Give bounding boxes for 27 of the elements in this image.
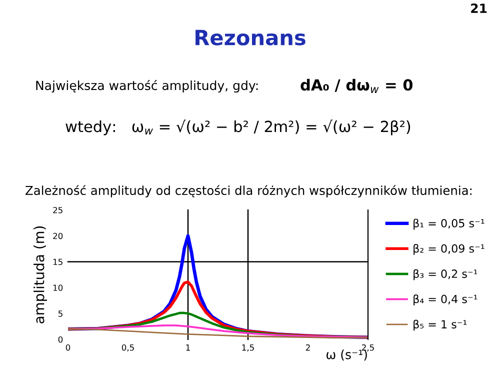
y-tick-label: 25: [53, 206, 62, 214]
y-tick-label: 5: [58, 310, 62, 317]
x-tick-label: 1,5: [242, 344, 254, 352]
legend-label: β₁ = 0,05 s⁻¹: [414, 218, 484, 230]
y-tick-label: 15: [53, 258, 62, 266]
legend-label: β₃ = 0,2 s⁻¹: [414, 269, 478, 280]
text: dA₀ / dω$_{w}$ = 0: [300, 78, 413, 93]
y-tick-label: 10: [53, 284, 63, 291]
x-tick-label: 2: [306, 344, 310, 351]
x-tick-label: 0,5: [122, 344, 134, 352]
text: Największa wartość amplitudy, gdy:: [36, 80, 258, 93]
line-series: [68, 328, 368, 339]
text: 21: [471, 4, 487, 13]
x-tick-label: 1: [186, 344, 190, 351]
line-series: [68, 324, 368, 338]
chart-subtitle: Zależność amplitudy od częstości dla różnych współczynników tłumienia:: [26, 185, 472, 198]
x-tick-label: 2,5: [362, 344, 374, 352]
x-tick-label: 0: [66, 344, 70, 351]
y-tick-label: 20: [53, 232, 63, 240]
text: wtedy: ω$_{w}$ = √(ω² − b² / 2m²) = √(ω² − 2β²): [66, 120, 410, 136]
x-axis-title: ω (s⁻¹): [326, 350, 367, 361]
legend-label: β₅ = 1 s⁻¹: [414, 320, 467, 331]
legend-label: β₄ = 0,4 s⁻¹: [414, 294, 478, 306]
legend-label: β₂ = 0,09 s⁻¹: [414, 244, 484, 255]
chart-title: Rezonans: [196, 30, 306, 46]
y-tick-label: 0: [58, 336, 63, 343]
y-axis-title: amplituda (m): [34, 226, 47, 324]
